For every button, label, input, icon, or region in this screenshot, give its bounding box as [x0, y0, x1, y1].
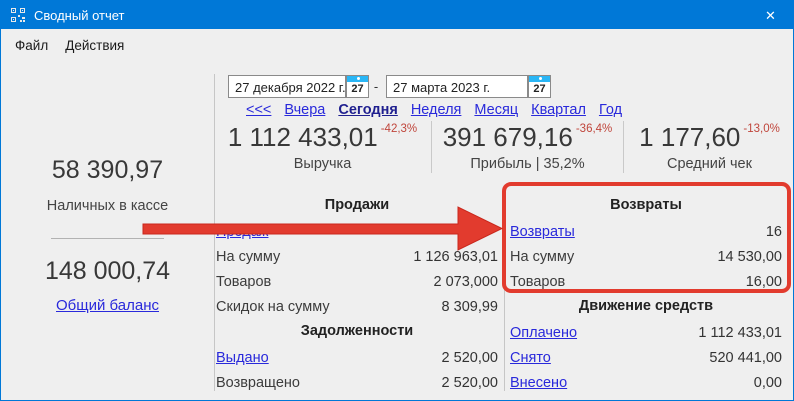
columns-separator [504, 189, 505, 391]
period-quick-links: <<< Вчера Сегодня Неделя Месяц Квартал Г… [246, 102, 622, 118]
revenue-label: Выручка [293, 156, 352, 172]
menu-file[interactable]: Файл [15, 37, 49, 53]
returns-section-title: Возвраты [610, 197, 682, 213]
returns-column: Возвраты Возвраты 16 На сумму 14 530,00 То… [510, 193, 782, 395]
table-row: Товаров 2 073,000 [216, 273, 498, 290]
menu-actions[interactable]: Действия [65, 37, 125, 53]
table-row: На сумму 1 126 963,01 [216, 248, 498, 265]
revenue-value: 1 112 433,01 [227, 122, 378, 152]
titlebar[interactable]: Сводный отчет ✕ [1, 1, 793, 29]
kpi-average-check: 1 177,60 -13,0% Средний чек [623, 121, 793, 173]
table-row: Оплачено 1 112 433,01 [510, 324, 782, 341]
table-row: Товаров 16,00 [510, 273, 782, 290]
debts-section-title: Задолженности [300, 323, 414, 339]
cashflow-paid-link[interactable]: Оплачено [510, 324, 578, 341]
sales-count-link[interactable]: Продаж [216, 223, 269, 240]
close-button[interactable]: ✕ [748, 1, 793, 29]
menubar: Файл Действия [1, 29, 793, 61]
sales-column: Продажи Продаж На сумму 1 126 963,01 Това… [216, 193, 498, 395]
average-check-delta: -13,0% [743, 123, 780, 135]
period-back-link[interactable]: <<< [246, 102, 272, 118]
calendar-icon [347, 76, 368, 82]
revenue-delta: -42,3% [380, 123, 418, 135]
kpi-profit: 391 679,16 -36,4% Прибыль | 35,2% [431, 121, 623, 173]
period-quarter-link[interactable]: Квартал [531, 102, 586, 118]
calendar-icon [529, 76, 550, 82]
period-yesterday-link[interactable]: Вчера [284, 102, 326, 118]
kpi-row: 1 112 433,01 -42,3% Выручка 391 679,16 -36… [214, 121, 793, 173]
table-row: На сумму 14 530,00 [510, 248, 782, 265]
period-week-link[interactable]: Неделя [410, 102, 462, 118]
cashflow-deposited-link[interactable]: Внесено [510, 374, 568, 391]
returns-count-link[interactable]: Возвраты [510, 223, 575, 240]
profit-label: Прибыль | 35,2% [470, 156, 585, 172]
date-from-field[interactable] [228, 75, 346, 98]
window-title: Сводный отчет [34, 7, 125, 23]
date-from-calendar-button[interactable]: 27 [346, 75, 369, 98]
debts-issued-link[interactable]: Выдано [216, 349, 269, 366]
table-row: Продаж [216, 219, 498, 244]
table-row: Выдано 2 520,00 [216, 349, 498, 366]
cashflow-section-title: Движение средств [578, 298, 714, 314]
kpi-revenue: 1 112 433,01 -42,3% Выручка [214, 121, 431, 173]
table-row: Снято 520 441,00 [510, 349, 782, 366]
table-row: Возвраты 16 [510, 223, 782, 240]
cash-in-register-value: 58 390,97 [51, 156, 164, 184]
period-today-link[interactable]: Сегодня [338, 102, 398, 118]
total-balance-link[interactable]: Общий баланс [56, 297, 159, 314]
average-check-label: Средний чек [667, 156, 752, 172]
table-row: Внесено 0,00 [510, 374, 782, 391]
total-balance-value: 148 000,74 [44, 257, 171, 285]
profit-delta: -36,4% [575, 123, 613, 135]
sales-section-title: Продажи [324, 197, 390, 213]
date-to-field[interactable] [386, 75, 528, 98]
table-row: Скидок на сумму 8 309,99 [216, 298, 498, 315]
profit-value: 391 679,16 [442, 122, 573, 152]
cashflow-withdrawn-link[interactable]: Снято [510, 349, 551, 366]
cash-in-register-label: Наличных в кассе [46, 198, 169, 214]
left-panel-divider [51, 238, 164, 239]
table-row: Возвращено 2 520,00 [216, 374, 498, 391]
date-to-calendar-button[interactable]: 27 [528, 75, 551, 98]
period-month-link[interactable]: Месяц [474, 102, 519, 118]
date-range-separator: - [373, 79, 379, 94]
app-icon [11, 8, 25, 22]
period-year-link[interactable]: Год [598, 102, 623, 118]
average-check-value: 1 177,60 [639, 122, 741, 152]
